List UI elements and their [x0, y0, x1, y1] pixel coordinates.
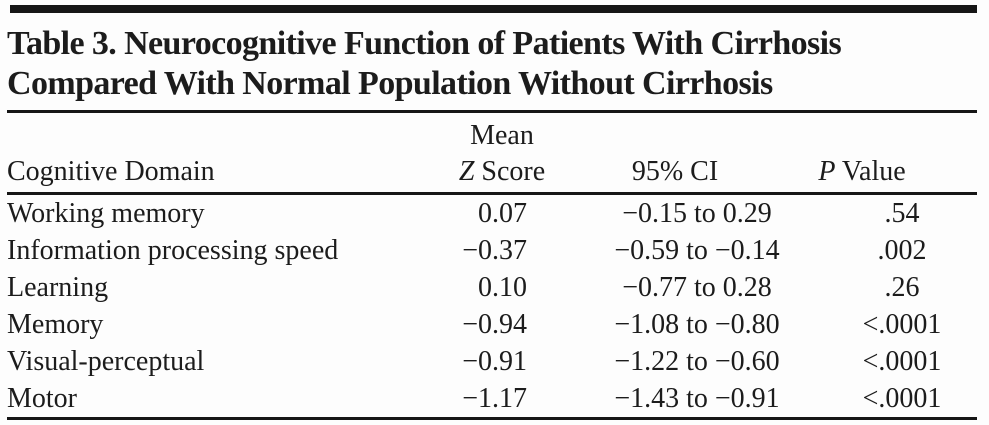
cell-cognitive-domain: Learning — [7, 272, 109, 303]
cell-p-value: <.0001 — [827, 380, 977, 420]
table-row: Working memory 0.07 −0.15 to 0.29 .54 — [7, 194, 977, 233]
table-title-line-2: Compared With Normal Population Without … — [7, 65, 773, 102]
table-title-line-1: Table 3. Neurocognitive Function of Pati… — [7, 25, 842, 62]
data-table: Cognitive Domain Mean Z Score 95% CI P V… — [7, 113, 977, 420]
cell-p-value: .002 — [877, 235, 927, 266]
cell-mean-z-score: 0.10 — [478, 272, 527, 303]
table-body: Working memory 0.07 −0.15 to 0.29.54 Inform… — [7, 194, 977, 420]
cell-cognitive-domain: Working memory — [7, 198, 205, 229]
header-z-italic: Z — [458, 156, 475, 187]
header-p-italic: P — [818, 156, 836, 187]
col-header-95ci: 95% CI — [567, 113, 827, 195]
cell-p-value: <.0001 — [862, 309, 942, 340]
cell-cognitive-domain: Visual-perceptual — [7, 346, 205, 377]
header-value-text: Value — [835, 156, 906, 187]
table-row: Information processing speed −0.37 −0.59 t… — [7, 232, 977, 269]
col-header-p-value: P Value — [818, 113, 977, 195]
cell-95ci: −0.59 to −0.14 — [614, 235, 780, 266]
cell-95ci: −1.22 to −0.60 — [614, 346, 780, 377]
cell-cognitive-domain: Memory — [7, 309, 104, 340]
cell-p-value: .26 — [884, 272, 920, 303]
table-row: Visual-perceptual −0.91 −1.22 to −0.60 <.00… — [7, 343, 977, 380]
cell-95ci: −0.77 to 0.28 — [622, 272, 772, 303]
header-95ci-text: 95% CI — [631, 156, 719, 187]
top-rule-bar — [10, 5, 977, 13]
cell-mean-z-score: −0.91 — [462, 346, 527, 377]
table-row: Learning 0.10 −0.77 to 0.28 .26 — [7, 269, 977, 306]
col-header-cognitive-domain: Cognitive Domain — [7, 113, 437, 195]
cell-cognitive-domain: Motor — [7, 380, 437, 420]
header-score-text: Score — [474, 156, 546, 187]
cell-95ci: −0.15 to 0.29 — [622, 198, 772, 229]
header-p-value-text: P Value — [818, 154, 905, 190]
cell-mean-z-score: 0.07 — [478, 198, 527, 229]
table-title: Table 3. Neurocognitive Function of Pati… — [7, 24, 977, 113]
cell-p-value: <.0001 — [862, 346, 942, 377]
cell-mean-z-score: −1.17 — [437, 380, 567, 420]
cell-95ci: −1.08 to −0.80 — [614, 309, 780, 340]
cell-95ci: −1.43 to −0.91 — [567, 380, 827, 420]
cell-cognitive-domain: Information processing speed — [7, 235, 339, 266]
cell-mean-z-score: −0.37 — [462, 235, 527, 266]
table-row: Motor −1.17 −1.43 to −0.91 <.0001 — [7, 380, 977, 420]
table-row: Memory −0.94 −1.08 to −0.80 <.0001 — [7, 306, 977, 343]
cell-p-value: .54 — [884, 198, 920, 229]
col-header-mean-z-score: Mean Z Score — [437, 113, 567, 195]
header-mean-line: Mean — [470, 120, 534, 151]
header-row: Cognitive Domain Mean Z Score 95% CI P V… — [7, 113, 977, 195]
cell-mean-z-score: −0.94 — [462, 309, 527, 340]
